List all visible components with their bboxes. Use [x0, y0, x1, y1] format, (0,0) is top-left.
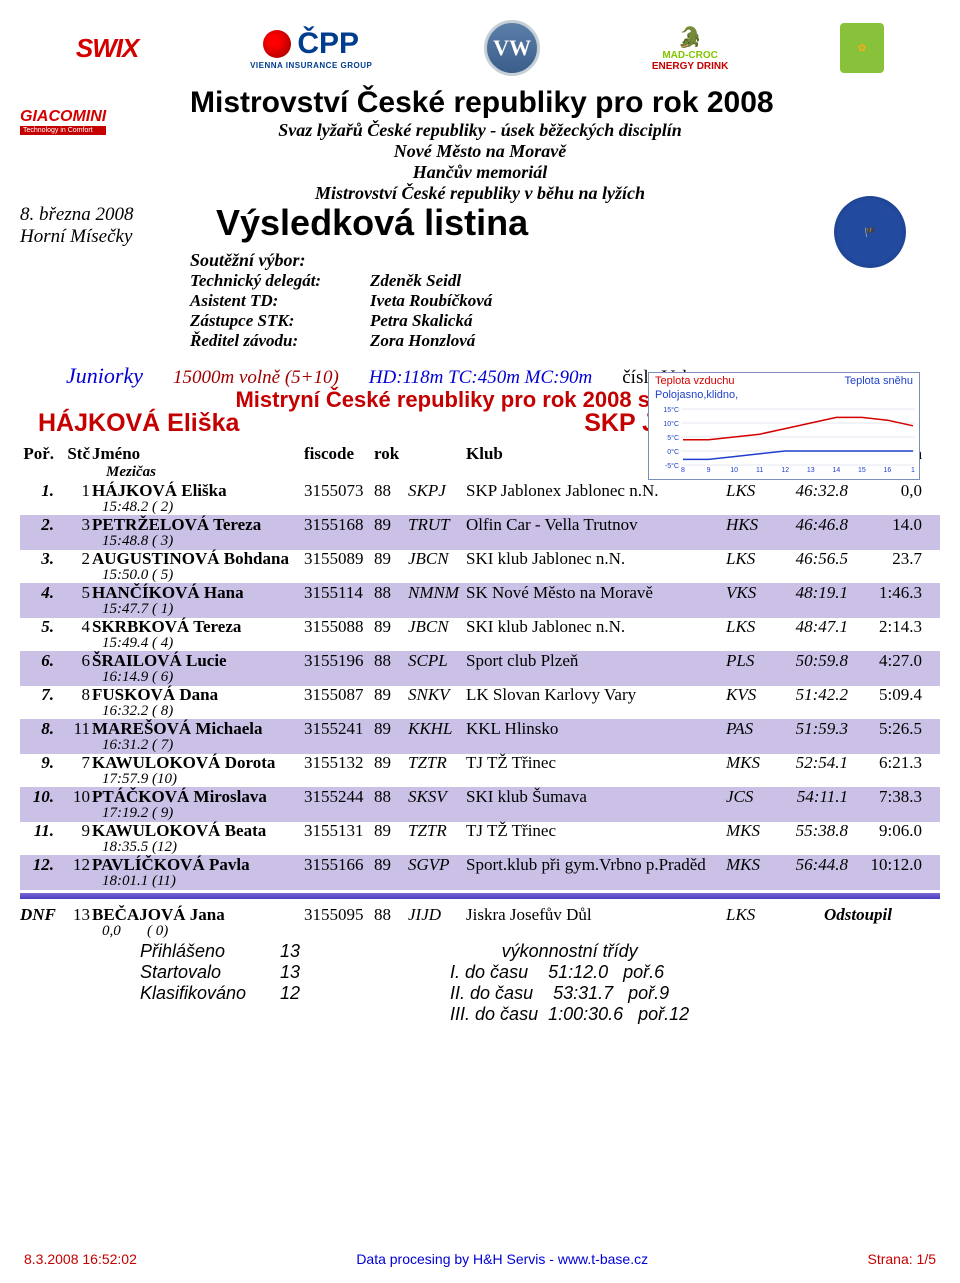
table-row: 5. 4 SKRBKOVÁ Tereza 3155088 89 JBCN SKI…: [20, 617, 940, 652]
table-row: 12. 12 PAVLÍČKOVÁ Pavla 3155166 89 SGVP …: [20, 855, 940, 890]
svg-text:11: 11: [756, 467, 763, 473]
sponsor-swix: SWIX: [76, 33, 138, 64]
footer-page: Strana: 1/5: [868, 1251, 937, 1267]
category-name: Juniorky: [66, 363, 143, 389]
results-table: 1. 1 HÁJKOVÁ Eliška 3155073 88 SKPJ SKP …: [20, 481, 940, 890]
header-block: GIACOMINI Technology in Comfort 🏴 8. bře…: [20, 86, 940, 351]
committee-row: Zástupce STK:Petra Skalická: [190, 311, 940, 331]
table-row: 4. 5 HANČÍKOVÁ Hana 3155114 88 NMNM SK N…: [20, 583, 940, 618]
table-row: 1. 1 HÁJKOVÁ Eliška 3155073 88 SKPJ SKP …: [20, 481, 940, 516]
federation-badge: 🏴: [834, 196, 906, 268]
table-row: 2. 3 PETRŽELOVÁ Tereza 3155168 89 TRUT O…: [20, 515, 940, 550]
result-title: Výsledková listina: [216, 202, 940, 244]
page-footer: 8.3.2008 16:52:02 Data procesing by H&H …: [0, 1251, 960, 1267]
committee-block: Soutěžní výbor: Technický delegát:Zdeněk…: [190, 250, 940, 351]
svg-text:-5°C: -5°C: [665, 462, 679, 470]
date-location: 8. března 2008 Horní Mísečky: [20, 204, 133, 248]
weather-conditions: Polojasno,klidno,: [649, 389, 919, 401]
svg-text:0°C: 0°C: [667, 448, 679, 456]
svg-text:5°C: 5°C: [667, 434, 679, 442]
svg-text:1: 1: [911, 467, 915, 473]
weather-svg: 15°C 10°C 5°C 0°C -5°C8 9 10 11 12 13 14 15 16 1: [653, 403, 925, 473]
table-row: 8. 11 MAREŠOVÁ Michaela 3155241 89 KKHL …: [20, 719, 940, 754]
summary-right: výkonnostní třídy I. do času 51:12.0 poř…: [450, 941, 689, 1025]
summary-stat: Startovalo13: [140, 962, 300, 983]
svg-text:16: 16: [884, 467, 892, 473]
svg-text:15: 15: [858, 467, 866, 473]
table-row: 11. 9 KAWULOKOVÁ Beata 3155131 89 TZTR T…: [20, 821, 940, 856]
committee-row: Technický delegát:Zdeněk Seidl: [190, 271, 940, 291]
weather-chart: Teplota vzduchu Teplota sněhu Polojasno,…: [648, 372, 920, 480]
class-row: I. do času 51:12.0 poř.6: [450, 962, 689, 983]
svg-text:12: 12: [781, 467, 789, 473]
svg-text:9: 9: [707, 467, 711, 473]
event-date: 8. března 2008: [20, 204, 133, 226]
committee-header: Soutěžní výbor:: [190, 250, 940, 271]
svg-text:14: 14: [832, 467, 840, 473]
sponsor-giacomini: GIACOMINI Technology in Comfort: [20, 108, 106, 135]
footer-timestamp: 8.3.2008 16:52:02: [24, 1251, 137, 1267]
main-title: Mistrovství České republiky pro rok 2008: [190, 86, 940, 120]
class-row: III. do času 1:00:30.6 poř.12: [450, 1004, 689, 1025]
summary-block: Přihlášeno13Startovalo13Klasifikováno12 …: [20, 941, 940, 1025]
sponsor-badge: ✿: [840, 23, 884, 73]
svg-text:10: 10: [730, 467, 738, 473]
class-row: II. do času 53:31.7 poř.9: [450, 983, 689, 1004]
sponsor-vw: VW: [484, 20, 540, 76]
category-dims: HD:118m TC:450m MC:90m: [369, 367, 592, 389]
svg-text:15°C: 15°C: [663, 406, 679, 414]
summary-stat: Přihlášeno13: [140, 941, 300, 962]
committee-row: Ředitel závodu:Zora Honzlová: [190, 331, 940, 351]
sponsor-row: SWIX ČPP VIENNA INSURANCE GROUP VW 🐊 MAD…: [20, 12, 940, 84]
dnf-row: DNF 13 BEČAJOVÁ Jana 3155095 88 JIJD Jis…: [20, 905, 940, 940]
svg-text:13: 13: [807, 467, 815, 473]
committee-row: Asistent TD:Iveta Roubíčková: [190, 291, 940, 311]
weather-air-label: Teplota vzduchu: [649, 373, 741, 389]
summary-stat: Klasifikováno12: [140, 983, 300, 1004]
table-row: 10. 10 PTÁČKOVÁ Miroslava 3155244 88 SKS…: [20, 787, 940, 822]
sponsor-madcroc: 🐊 MAD-CROC ENERGY DRINK: [652, 25, 729, 72]
table-row: 7. 8 FUSKOVÁ Dana 3155087 89 SNKV LK Slo…: [20, 685, 940, 720]
table-row: 3. 2 AUGUSTINOVÁ Bohdana 3155089 89 JBCN…: [20, 549, 940, 584]
subtitle-3: Hančův memoriál: [20, 162, 940, 183]
subtitle-2: Nové Město na Moravě: [20, 141, 940, 162]
weather-snow-label: Teplota sněhu: [839, 373, 920, 389]
subtitle-4: Mistrovství České republiky v běhu na ly…: [20, 183, 940, 204]
footer-credit: Data procesing by H&H Servis - www.t-bas…: [356, 1251, 648, 1267]
table-row: 9. 7 KAWULOKOVÁ Dorota 3155132 89 TZTR T…: [20, 753, 940, 788]
separator-bar: [20, 893, 940, 899]
summary-left: Přihlášeno13Startovalo13Klasifikováno12: [140, 941, 300, 1025]
svg-text:8: 8: [681, 467, 685, 473]
category-distance: 15000m volně (5+10): [173, 367, 339, 389]
subtitle-1: Svaz lyžařů České republiky - úsek běžec…: [20, 120, 940, 141]
sponsor-cpp: ČPP VIENNA INSURANCE GROUP: [250, 27, 372, 70]
table-row: 6. 6 ŠRAILOVÁ Lucie 3155196 88 SCPL Spor…: [20, 651, 940, 686]
champion-name: HÁJKOVÁ Eliška: [38, 409, 239, 438]
event-location: Horní Mísečky: [20, 226, 133, 248]
svg-text:10°C: 10°C: [663, 420, 679, 428]
